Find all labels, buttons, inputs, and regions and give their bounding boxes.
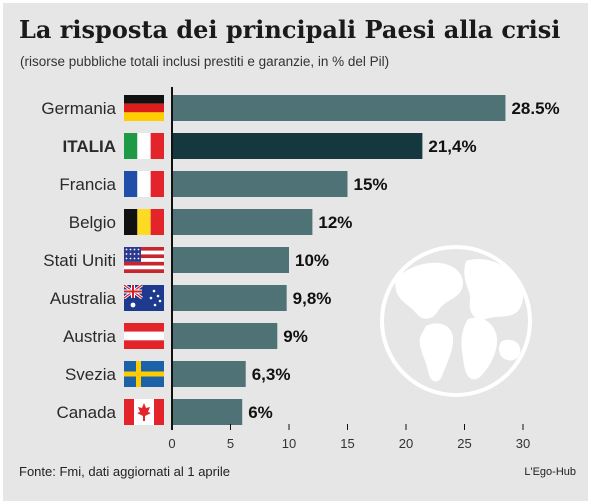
bar: [172, 247, 289, 273]
chart-title: La risposta dei principali Paesi alla cr…: [19, 15, 561, 44]
x-tick-label: 20: [399, 436, 413, 451]
data-label: 6,3%: [252, 365, 291, 384]
category-label: ITALIA: [62, 137, 116, 156]
x-tick-label: 10: [282, 436, 296, 451]
category-label: Svezia: [65, 365, 117, 384]
france-flag-icon: [124, 171, 164, 197]
bar: [172, 285, 287, 311]
x-tick-label: 30: [516, 436, 530, 451]
bar: [172, 209, 313, 235]
belgium-flag-icon: [124, 209, 164, 235]
data-label: 9,8%: [293, 289, 332, 308]
canada-flag-icon: [124, 399, 164, 425]
category-label: Canada: [56, 403, 116, 422]
category-label: Francia: [59, 175, 116, 194]
austria-flag-icon: [124, 323, 164, 349]
germany-flag-icon: [124, 95, 164, 121]
x-tick-label: 15: [340, 436, 354, 451]
category-label: Australia: [50, 289, 117, 308]
globe-icon: [380, 245, 532, 397]
data-label: 21,4%: [428, 137, 476, 156]
x-tick-label: 25: [457, 436, 471, 451]
category-label: Austria: [63, 327, 116, 346]
data-label: 6%: [248, 403, 273, 422]
bar: [172, 361, 246, 387]
data-label: 15%: [354, 175, 388, 194]
sweden-flag-icon: [124, 361, 164, 387]
chart-subtitle: (risorse pubbliche totali inclusi presti…: [20, 54, 390, 69]
x-tick-label: 5: [227, 436, 234, 451]
bar: [172, 399, 243, 425]
australia-flag-icon: [123, 283, 164, 311]
data-label: 10%: [295, 251, 329, 270]
bar: [172, 171, 348, 197]
category-label: Belgio: [69, 213, 116, 232]
italy-flag-icon: [124, 133, 164, 159]
credit-label: L'Ego-Hub: [524, 466, 576, 478]
data-label: 12%: [318, 213, 352, 232]
usa-flag-icon: [124, 247, 164, 273]
category-label: Germania: [41, 99, 116, 118]
bar: [172, 133, 423, 159]
bar: [172, 323, 278, 349]
data-label: 9%: [283, 327, 308, 346]
source-note: Fonte: Fmi, dati aggiornati al 1 aprile: [19, 464, 230, 479]
x-tick-label: 0: [168, 436, 175, 451]
data-label: 28.5%: [511, 99, 559, 118]
bar: [172, 95, 506, 121]
category-label: Stati Uniti: [43, 251, 116, 270]
bar-chart: Germania 28.5% ITALIA 21,4% Francia 15% Belgio…: [41, 87, 560, 451]
chart-frame: La risposta dei principali Paesi alla cr…: [3, 3, 588, 501]
